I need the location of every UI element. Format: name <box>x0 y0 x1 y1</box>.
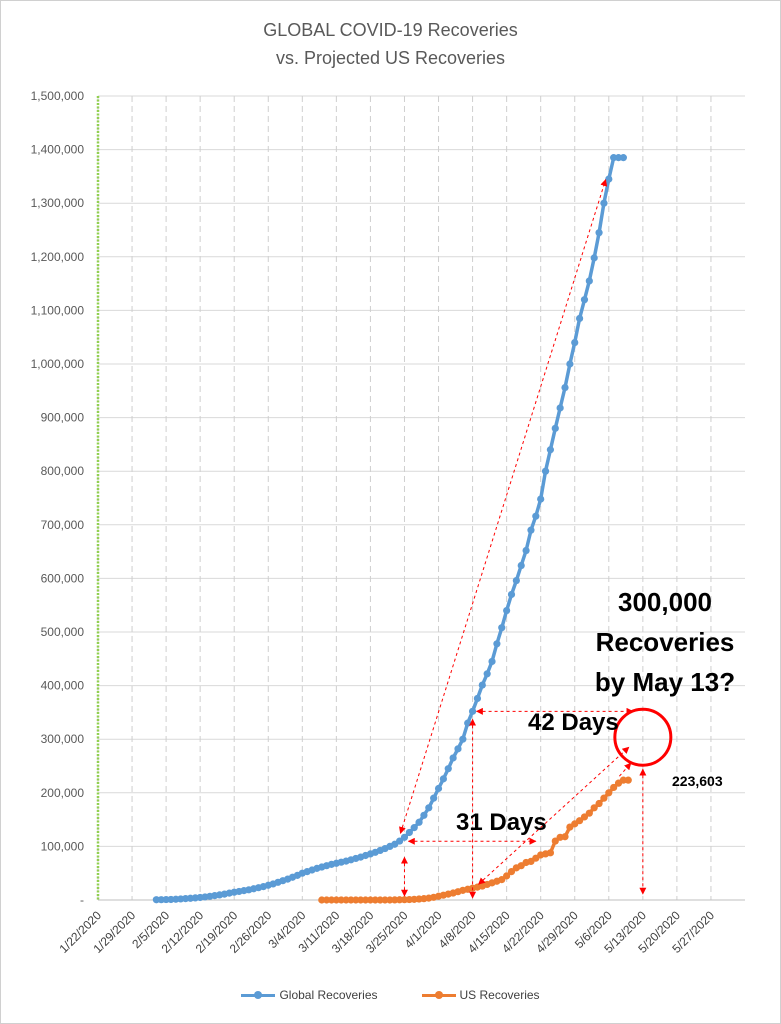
data-point-0 <box>415 818 423 826</box>
data-point-0 <box>512 576 520 585</box>
data-point-0 <box>605 175 613 183</box>
y-tick-label: 1,400,000 <box>31 143 85 157</box>
data-point-0 <box>546 446 555 454</box>
data-point-0 <box>400 833 409 841</box>
annotation-arrow <box>478 746 630 885</box>
y-tick-label: 600,000 <box>41 571 85 585</box>
chart-legend: Global Recoveries US Recoveries <box>0 988 781 1002</box>
chart-plot: - 100,000 200,000 300,000 400,000 500,000 600,… <box>31 89 745 956</box>
y-tick-label: 1,000,000 <box>31 357 85 371</box>
data-point-0 <box>576 314 584 323</box>
data-point-0 <box>595 229 603 237</box>
y-tick-label: 1,300,000 <box>31 196 85 210</box>
data-point-1 <box>624 776 632 784</box>
y-tick-label: 900,000 <box>41 411 85 425</box>
data-point-0 <box>464 719 472 727</box>
series-line-1 <box>321 778 629 902</box>
y-tick-label: 500,000 <box>41 625 85 639</box>
callout-text: Recoveries <box>596 627 735 657</box>
annotation-arrow <box>619 762 632 777</box>
series-line-0 <box>156 155 624 902</box>
data-point-0 <box>425 804 433 812</box>
data-point-0 <box>420 811 428 819</box>
target-circle <box>613 707 673 767</box>
data-point-0 <box>566 360 574 368</box>
data-point-0 <box>532 512 540 520</box>
legend-swatch-global <box>241 990 276 1000</box>
days-31-label: 31 Days <box>456 809 547 836</box>
legend-item-us[interactable]: US Recoveries <box>421 988 540 1002</box>
y-tick-label: - <box>80 893 84 907</box>
data-point-0 <box>537 495 545 503</box>
data-point-0 <box>396 837 404 845</box>
data-point-0 <box>561 383 569 392</box>
y-tick-label: 1,100,000 <box>31 303 85 317</box>
legend-label-global: Global Recoveries <box>279 988 378 1002</box>
y-tick-label: 1,500,000 <box>31 89 85 103</box>
data-point-0 <box>444 765 452 773</box>
data-point-0 <box>571 338 579 347</box>
chart-subtitle: vs. Projected US Recoveries <box>275 48 506 68</box>
data-point-0 <box>410 824 418 832</box>
y-tick-label: 300,000 <box>41 732 85 746</box>
data-point-1 <box>561 833 569 841</box>
data-point-0 <box>449 754 457 762</box>
data-point-0 <box>585 277 593 285</box>
data-point-1 <box>595 799 603 808</box>
legend-item-global[interactable]: Global Recoveries <box>241 988 378 1002</box>
data-point-0 <box>454 745 462 753</box>
data-point-0 <box>468 707 477 715</box>
y-tick-label: 400,000 <box>41 679 85 693</box>
data-point-1 <box>600 794 608 802</box>
days-42-label: 42 Days <box>528 709 619 736</box>
data-point-0 <box>498 624 506 632</box>
callout-text: by May 13? <box>595 667 735 697</box>
data-point-0 <box>619 154 627 162</box>
y-tick-label: 800,000 <box>41 464 85 478</box>
y-tick-label: 100,000 <box>41 839 85 853</box>
data-point-1 <box>605 789 613 797</box>
data-point-0 <box>439 775 447 783</box>
data-point-0 <box>493 640 501 648</box>
data-point-0 <box>488 657 496 666</box>
last-value-label: 223,603 <box>672 773 723 789</box>
y-tick-label: 700,000 <box>41 518 85 532</box>
legend-label-us: US Recoveries <box>459 988 540 1002</box>
data-point-0 <box>527 526 535 534</box>
legend-swatch-us <box>421 990 456 1000</box>
data-point-0 <box>478 681 486 689</box>
data-point-0 <box>507 590 516 599</box>
data-point-0 <box>459 735 467 743</box>
data-point-0 <box>517 561 525 570</box>
data-point-0 <box>551 424 559 432</box>
chart-title: GLOBAL COVID-19 Recoveries <box>263 20 518 40</box>
data-point-0 <box>541 467 550 475</box>
data-point-1 <box>546 849 555 857</box>
callout-text: 300,000 <box>618 587 712 617</box>
annotation-arrow <box>399 178 608 834</box>
data-point-0 <box>580 296 589 304</box>
data-point-0 <box>600 199 608 207</box>
data-point-0 <box>483 670 491 678</box>
data-point-0 <box>556 404 564 412</box>
data-point-0 <box>590 254 598 262</box>
data-point-1 <box>585 809 593 817</box>
data-point-0 <box>434 784 443 793</box>
data-point-0 <box>503 606 511 615</box>
y-tick-label: 1,200,000 <box>31 250 85 264</box>
data-point-0 <box>522 546 530 555</box>
y-tick-label: 200,000 <box>41 786 85 800</box>
data-point-0 <box>430 794 438 802</box>
data-point-0 <box>473 694 482 703</box>
